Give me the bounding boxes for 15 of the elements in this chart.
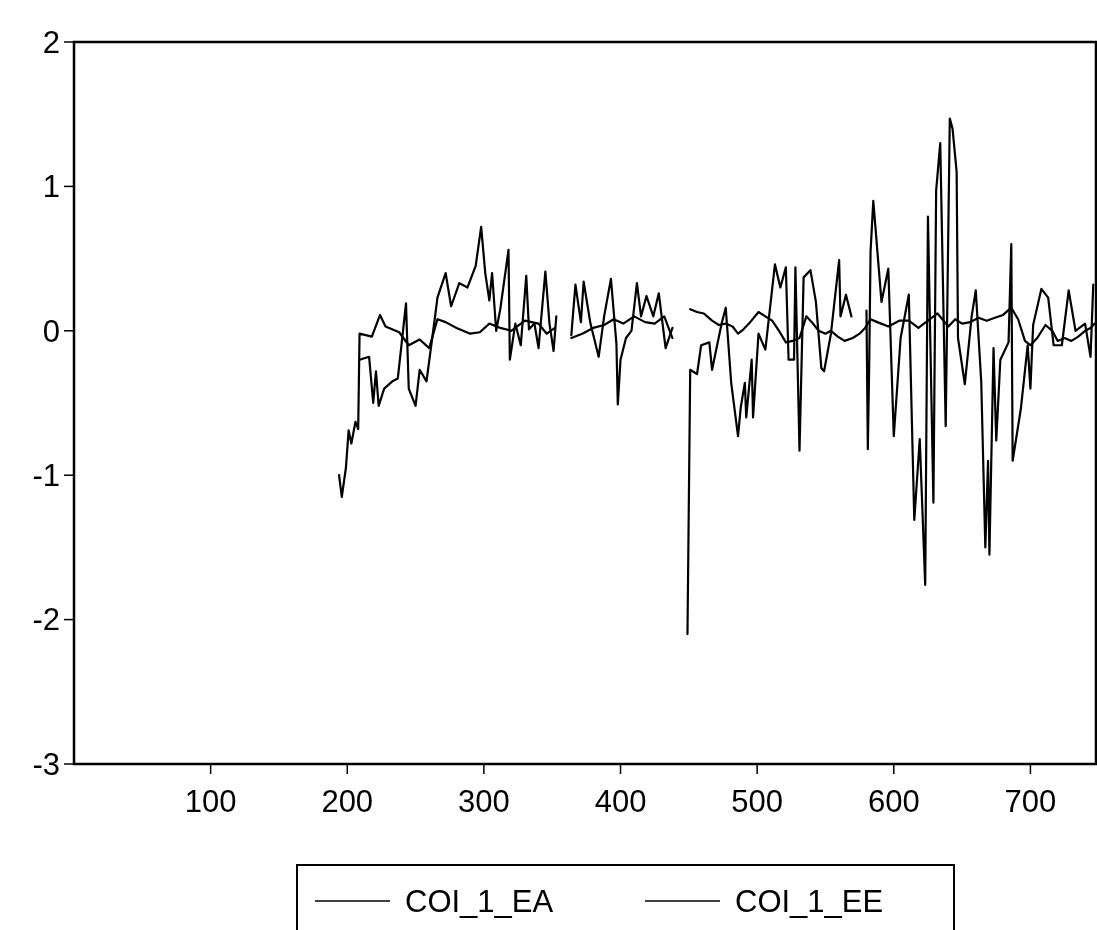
x-tick-label: 300 bbox=[458, 784, 510, 819]
x-tick-label: 200 bbox=[321, 784, 374, 819]
y-tick-label: -1 bbox=[32, 458, 60, 494]
y-tick-label: -3 bbox=[32, 746, 60, 782]
x-tick-label: 500 bbox=[731, 784, 784, 819]
y-tick-label: 2 bbox=[42, 24, 60, 60]
x-tick-label: 700 bbox=[1004, 784, 1057, 819]
y-tick-label: -2 bbox=[32, 602, 60, 638]
y-tick-label: 0 bbox=[42, 313, 60, 349]
legend-label: COI_1_EE bbox=[735, 883, 884, 919]
y-tick-label: 1 bbox=[42, 169, 60, 205]
legend-label: COI_1_EA bbox=[405, 883, 554, 919]
x-tick-label: 400 bbox=[594, 784, 647, 819]
x-tick-label: 600 bbox=[867, 784, 920, 819]
x-tick-label: 100 bbox=[184, 784, 237, 819]
